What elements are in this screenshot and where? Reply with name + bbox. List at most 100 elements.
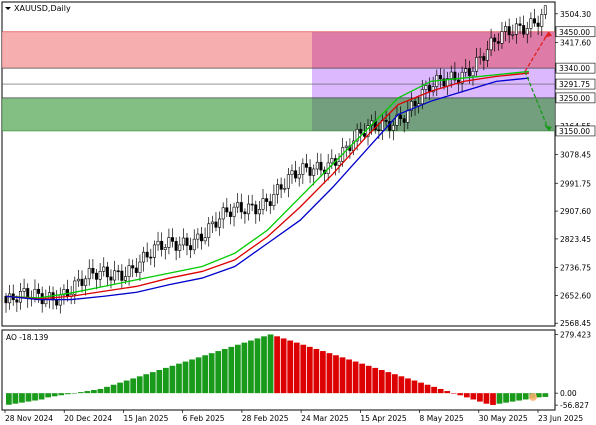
ao-bar	[248, 340, 254, 394]
ao-y-tick-label: 279.423	[560, 330, 591, 339]
candle-body	[496, 41, 500, 44]
candle-body	[475, 57, 479, 72]
ao-bar	[509, 393, 516, 402]
x-tick-label: 15 Jan 2025	[123, 414, 168, 423]
ao-bar	[535, 393, 542, 398]
candle-body	[290, 170, 294, 175]
candle-body	[359, 129, 363, 134]
candle-body	[207, 223, 211, 238]
ao-bar	[136, 376, 143, 394]
candle-body	[98, 270, 102, 280]
candle-body	[62, 289, 66, 296]
ma-line-2	[5, 77, 530, 301]
candle-body	[232, 206, 236, 217]
candle-body	[275, 184, 279, 195]
candle-body	[210, 221, 214, 225]
candle-body	[8, 293, 12, 304]
candle-body	[95, 272, 99, 280]
ao-bar	[293, 342, 300, 394]
candle-body	[192, 238, 196, 251]
ao-bar	[254, 338, 261, 394]
ao-bar	[228, 346, 235, 394]
candle-body	[485, 49, 489, 61]
candle-body	[478, 56, 482, 58]
candle-body	[152, 244, 156, 258]
candle-body	[236, 202, 240, 208]
x-tick-label: 23 Jun 2025	[538, 414, 583, 423]
y-tick-label: 2823.45	[560, 235, 591, 244]
ao-bar	[261, 336, 267, 394]
x-tick-label: 20 Dec 2024	[64, 414, 112, 423]
overlay-upper	[312, 31, 555, 69]
ao-bar	[398, 376, 405, 394]
candle-body	[243, 211, 247, 215]
candle-body	[214, 221, 218, 228]
candle-body	[453, 71, 457, 81]
ao-bar	[300, 344, 307, 394]
x-tick-label: 28 Nov 2024	[5, 414, 53, 423]
arrow-head-down	[544, 124, 552, 131]
ao-bar	[202, 355, 209, 394]
candle-body	[279, 184, 283, 190]
candle-body	[489, 37, 493, 51]
ao-bar	[418, 382, 424, 394]
x-tick-label: 30 May 2025	[479, 414, 528, 423]
candle-body	[228, 211, 232, 217]
ao-bar	[123, 380, 130, 394]
candle-body	[467, 68, 471, 77]
candle-body	[15, 299, 19, 303]
candle-body	[286, 174, 290, 189]
candle-body	[225, 207, 229, 213]
ao-title: AO -18.139	[6, 333, 48, 342]
ao-bar	[19, 393, 25, 403]
candle-body	[254, 204, 258, 215]
candle-body	[138, 261, 142, 273]
ao-bar	[444, 391, 451, 394]
ao-bar	[378, 370, 385, 394]
ao-bar	[176, 363, 182, 394]
x-tick-label: 28 Feb 2025	[242, 414, 289, 423]
candle-body	[167, 237, 171, 248]
candle-body	[337, 161, 341, 166]
candle-body	[199, 233, 203, 242]
candle-body	[102, 266, 106, 272]
candle-body	[330, 158, 334, 164]
candle-body	[268, 201, 272, 206]
candle-body	[73, 280, 77, 295]
ao-bar	[470, 393, 477, 400]
candle-body	[181, 237, 185, 246]
ao-bar	[267, 334, 274, 394]
ao-bar	[313, 348, 320, 394]
ao-highlight-marker	[529, 392, 537, 401]
ao-bar	[405, 378, 411, 394]
ao-bar	[169, 365, 176, 394]
candle-body	[504, 26, 508, 32]
level-label: 3450.00	[559, 28, 590, 37]
ao-bar	[391, 374, 398, 394]
ao-bar	[483, 393, 490, 404]
candle-body	[250, 203, 254, 206]
ao-bar	[326, 353, 333, 394]
x-tick-label: 15 Apr 2025	[360, 414, 407, 423]
ao-bar	[104, 386, 110, 394]
ao-bar	[385, 372, 392, 394]
ao-bar	[496, 393, 503, 404]
ao-bar	[12, 393, 19, 404]
ao-bar	[339, 357, 346, 394]
candle-body	[366, 125, 370, 137]
candle-body	[261, 198, 265, 210]
ao-bar	[490, 393, 496, 405]
candle-body	[525, 28, 529, 35]
candle-body	[406, 110, 410, 123]
ao-bar	[215, 351, 222, 394]
ao-bar	[477, 393, 483, 402]
candle-body	[399, 114, 403, 119]
ao-bar	[431, 386, 437, 394]
ma-line-0	[5, 70, 530, 299]
candle-body	[84, 278, 88, 286]
candle-body	[308, 167, 312, 176]
ao-bar	[333, 355, 339, 394]
candle-body	[80, 278, 84, 286]
y-tick-label: 2568.45	[560, 319, 591, 328]
